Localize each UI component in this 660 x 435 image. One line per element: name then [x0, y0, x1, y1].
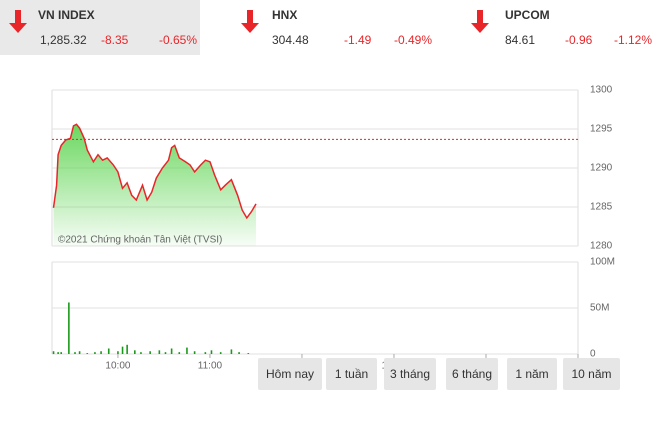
range-button[interactable]: 3 tháng — [384, 358, 436, 390]
range-button[interactable]: 1 tuần — [326, 358, 377, 390]
volume-bar — [126, 344, 128, 354]
index-percent: -1.12% — [614, 33, 653, 47]
volume-bar — [57, 352, 59, 354]
volume-bar — [60, 352, 63, 354]
index-change: -0.96 — [565, 33, 593, 47]
index-value: 84.61 — [505, 33, 536, 47]
index-name: HNX — [272, 8, 298, 22]
volume-bar — [230, 349, 233, 354]
volume-bar — [238, 352, 240, 354]
annotation: ©2021 Chứng khoán Tân Việt (TVSI) — [58, 235, 222, 246]
volume-bar — [219, 352, 222, 354]
range-button[interactable]: 10 năm — [563, 358, 620, 390]
y-tick-label: 1295 — [590, 124, 613, 135]
range-button[interactable]: 1 năm — [507, 358, 557, 390]
down-arrow — [241, 10, 259, 33]
index-percent: -0.65% — [159, 33, 198, 47]
volume-bar — [121, 346, 124, 354]
volume-bar — [164, 352, 167, 354]
volume-bar — [247, 353, 250, 354]
index-value: 304.48 — [272, 33, 309, 47]
volume-bar — [78, 351, 81, 354]
volume-bar — [158, 350, 161, 354]
y-tick-label: 1300 — [590, 85, 613, 96]
volume-bar — [149, 351, 151, 354]
volume-bar — [210, 350, 213, 354]
index-percent: -0.49% — [394, 33, 433, 47]
volume-bar — [186, 347, 188, 354]
volume-bar — [170, 348, 173, 354]
volume-bar — [94, 352, 96, 354]
range-button[interactable]: Hôm nay — [258, 358, 322, 390]
index-name: VN INDEX — [38, 8, 95, 22]
down-arrow — [9, 10, 27, 33]
volume-bar — [100, 351, 102, 354]
y-tick-label: 1280 — [590, 241, 613, 252]
index-change: -8.35 — [101, 33, 129, 47]
volume-bar — [68, 302, 70, 354]
index-tab[interactable]: HNX 304.48 -1.49 -0.49% — [232, 0, 432, 55]
volume-bar — [74, 352, 76, 354]
x-tick-label: 10:00 — [105, 361, 130, 372]
index-value: 1,285.32 — [40, 33, 87, 47]
volume-bar — [86, 353, 89, 354]
y-tick-label: 100M — [590, 257, 615, 268]
volume-bar — [52, 351, 55, 354]
index-tab[interactable]: VN INDEX 1,285.32 -8.35 -0.65% — [0, 0, 200, 55]
y-tick-label: 50M — [590, 303, 609, 314]
y-tick-label: 0 — [590, 349, 596, 360]
y-tick-label: 1290 — [590, 163, 613, 174]
volume-bar — [204, 352, 207, 354]
volume-bar — [134, 350, 136, 354]
range-button[interactable]: 6 tháng — [446, 358, 498, 390]
volume-bar — [117, 351, 119, 354]
volume-bar — [107, 348, 110, 354]
volume-bar — [178, 352, 181, 354]
index-name: UPCOM — [505, 8, 550, 22]
volume-bar — [193, 351, 196, 354]
index-tab[interactable]: UPCOM 84.61 -0.96 -1.12% — [462, 0, 660, 55]
x-tick-label: 11:00 — [198, 361, 223, 372]
down-arrow — [471, 10, 489, 33]
volume-bar — [140, 352, 142, 354]
index-change: -1.49 — [344, 33, 372, 47]
price-line — [52, 123, 257, 220]
y-tick-label: 1285 — [590, 202, 613, 213]
